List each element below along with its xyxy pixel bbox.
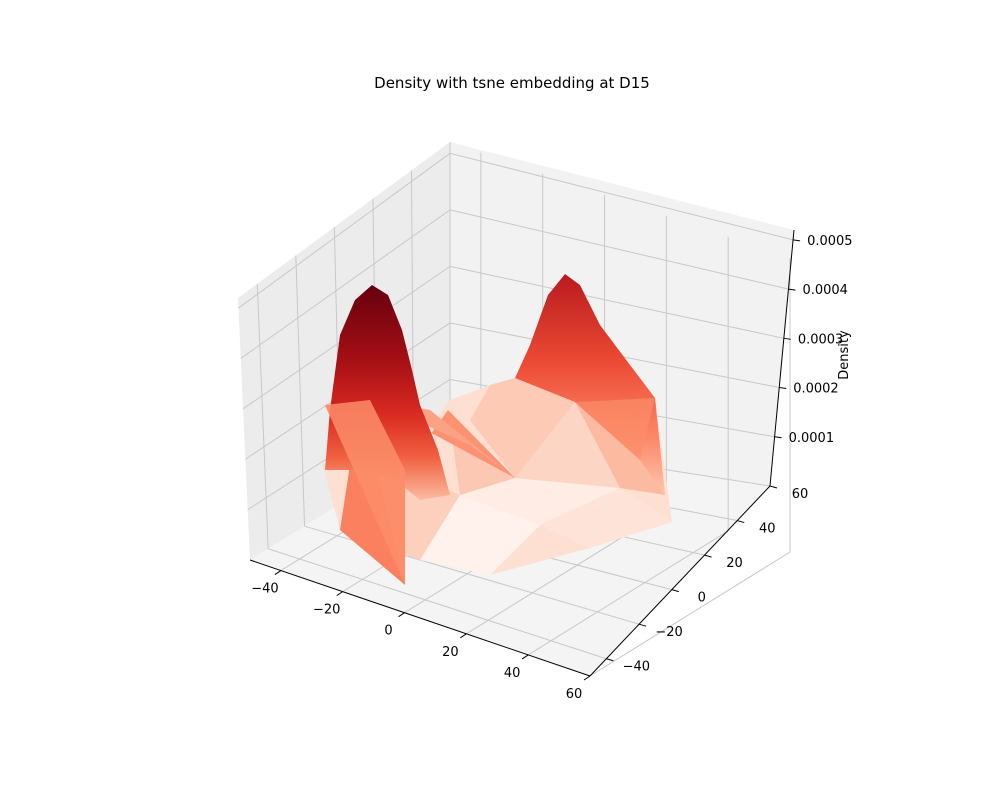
surface-facet	[515, 402, 620, 488]
surface-facet	[575, 398, 655, 460]
y-tick	[638, 623, 647, 627]
y-tick-label: 20	[726, 556, 743, 571]
x-tick-label: 60	[566, 687, 583, 702]
y-tick	[671, 589, 679, 593]
z-tick-label: 0.0003	[798, 332, 844, 347]
z-gridline-left	[238, 152, 451, 309]
left-peak-front	[325, 400, 405, 585]
z-gridline-back	[449, 265, 784, 339]
z-gridline-back	[449, 152, 794, 241]
z-tick-label: 0.0002	[793, 382, 839, 397]
x-tick-label: 20	[442, 645, 459, 660]
y-tick-label: −20	[655, 625, 682, 640]
x-tick-label: 0	[384, 624, 392, 639]
z-tick	[774, 436, 782, 439]
axis-lines	[249, 229, 801, 681]
y-tick-label: 40	[759, 522, 776, 537]
z-gridline-back	[449, 209, 789, 290]
chart-title: Density with tsne embedding at D15	[374, 74, 650, 92]
z-gridline-left	[240, 209, 451, 359]
x-tick	[460, 633, 467, 639]
y-gridline-back	[295, 255, 306, 527]
y-tick-label: 60	[792, 487, 809, 502]
x-gridline-floor	[527, 530, 729, 656]
y-tick	[769, 485, 778, 489]
x-tick-label: −20	[313, 603, 340, 618]
y-gridline-floor	[268, 548, 607, 660]
x-tick	[398, 612, 405, 618]
x-axis-line	[249, 559, 591, 677]
surface-facet	[540, 488, 672, 548]
x-tick	[521, 654, 529, 660]
x-tick-label: 40	[504, 666, 521, 681]
surface-facet	[470, 378, 575, 478]
z-axis-label: Density	[837, 330, 852, 380]
z-tick-label: 0.0001	[789, 431, 835, 446]
y-axis-line	[589, 485, 771, 677]
density-surface	[322, 274, 672, 585]
z-tick	[779, 387, 787, 390]
x-tick	[274, 570, 282, 575]
surface-facet	[420, 495, 540, 575]
x-tick	[336, 591, 344, 597]
x-tick	[583, 675, 591, 681]
y-tick	[704, 554, 712, 558]
x-tick-label: −40	[251, 582, 278, 597]
y-gridline-back	[256, 283, 269, 549]
y-tick	[606, 658, 614, 662]
z-tick-label: 0.0004	[802, 283, 848, 298]
z-tick	[793, 239, 801, 242]
x-gridline-floor	[589, 551, 791, 677]
surface-facet	[460, 478, 620, 525]
z-tick-label: 0.0005	[807, 234, 853, 249]
y-tick-label: 0	[698, 591, 706, 606]
y-tick-label: −40	[623, 660, 650, 675]
z-axis-line	[769, 229, 795, 487]
tick-labels: −40 −20 0 20 40 60 −40 −20 0 20 40 60 0.0001 0.0002 0.…	[251, 234, 852, 702]
z-tick	[788, 288, 796, 291]
y-tick	[737, 520, 745, 524]
z-tick	[783, 337, 791, 340]
